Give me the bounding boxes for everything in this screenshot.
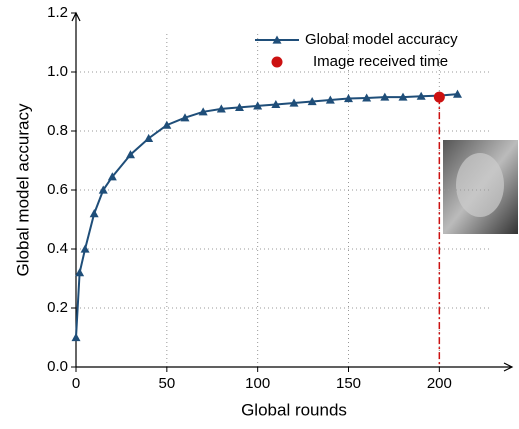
line-marker <box>80 244 90 253</box>
line-marker <box>89 209 99 218</box>
line-marker <box>180 113 190 122</box>
y-tick-label: 1.0 <box>47 63 68 80</box>
line-marker <box>126 150 135 159</box>
line-marker <box>398 92 408 101</box>
y-axis-label: Global model accuracy <box>13 103 32 276</box>
legend-marker <box>272 35 282 44</box>
legend-label: Global model accuracy <box>305 31 458 48</box>
line-marker <box>325 95 335 104</box>
line-marker <box>453 89 462 98</box>
x-tick-label: 50 <box>158 375 175 392</box>
line-marker <box>380 92 390 101</box>
line-marker <box>107 172 117 181</box>
x-tick-label: 200 <box>427 375 452 392</box>
legend-marker <box>271 56 283 68</box>
line-marker <box>289 98 299 107</box>
line-marker <box>198 107 208 116</box>
line-marker <box>271 99 281 109</box>
photo-face <box>456 153 504 217</box>
line-marker <box>162 120 172 129</box>
y-tick-label: 0.4 <box>47 240 68 257</box>
line-marker <box>71 333 81 342</box>
line-marker <box>75 268 85 277</box>
line-marker <box>344 94 353 103</box>
legend-label: Image received time <box>313 53 448 70</box>
line-marker <box>235 102 244 111</box>
x-axis-label: Global rounds <box>241 400 347 419</box>
line-marker <box>416 91 426 100</box>
y-tick-label: 1.2 <box>47 4 68 21</box>
line-marker <box>216 104 226 113</box>
y-tick-label: 0.6 <box>47 181 68 198</box>
point <box>433 91 445 103</box>
line-marker <box>144 133 154 142</box>
y-tick-label: 0.2 <box>47 299 68 316</box>
x-tick-label: 0 <box>72 375 80 392</box>
x-axis-arrow <box>503 362 514 372</box>
y-axis-arrow <box>71 11 81 22</box>
line-marker <box>307 97 317 106</box>
y-tick-label: 0.8 <box>47 122 68 139</box>
line-marker <box>98 185 108 194</box>
x-tick-label: 100 <box>245 375 270 392</box>
line-marker <box>362 93 372 102</box>
x-tick-label: 150 <box>336 375 361 392</box>
line-marker <box>253 101 263 110</box>
y-tick-label: 0.0 <box>47 358 68 375</box>
